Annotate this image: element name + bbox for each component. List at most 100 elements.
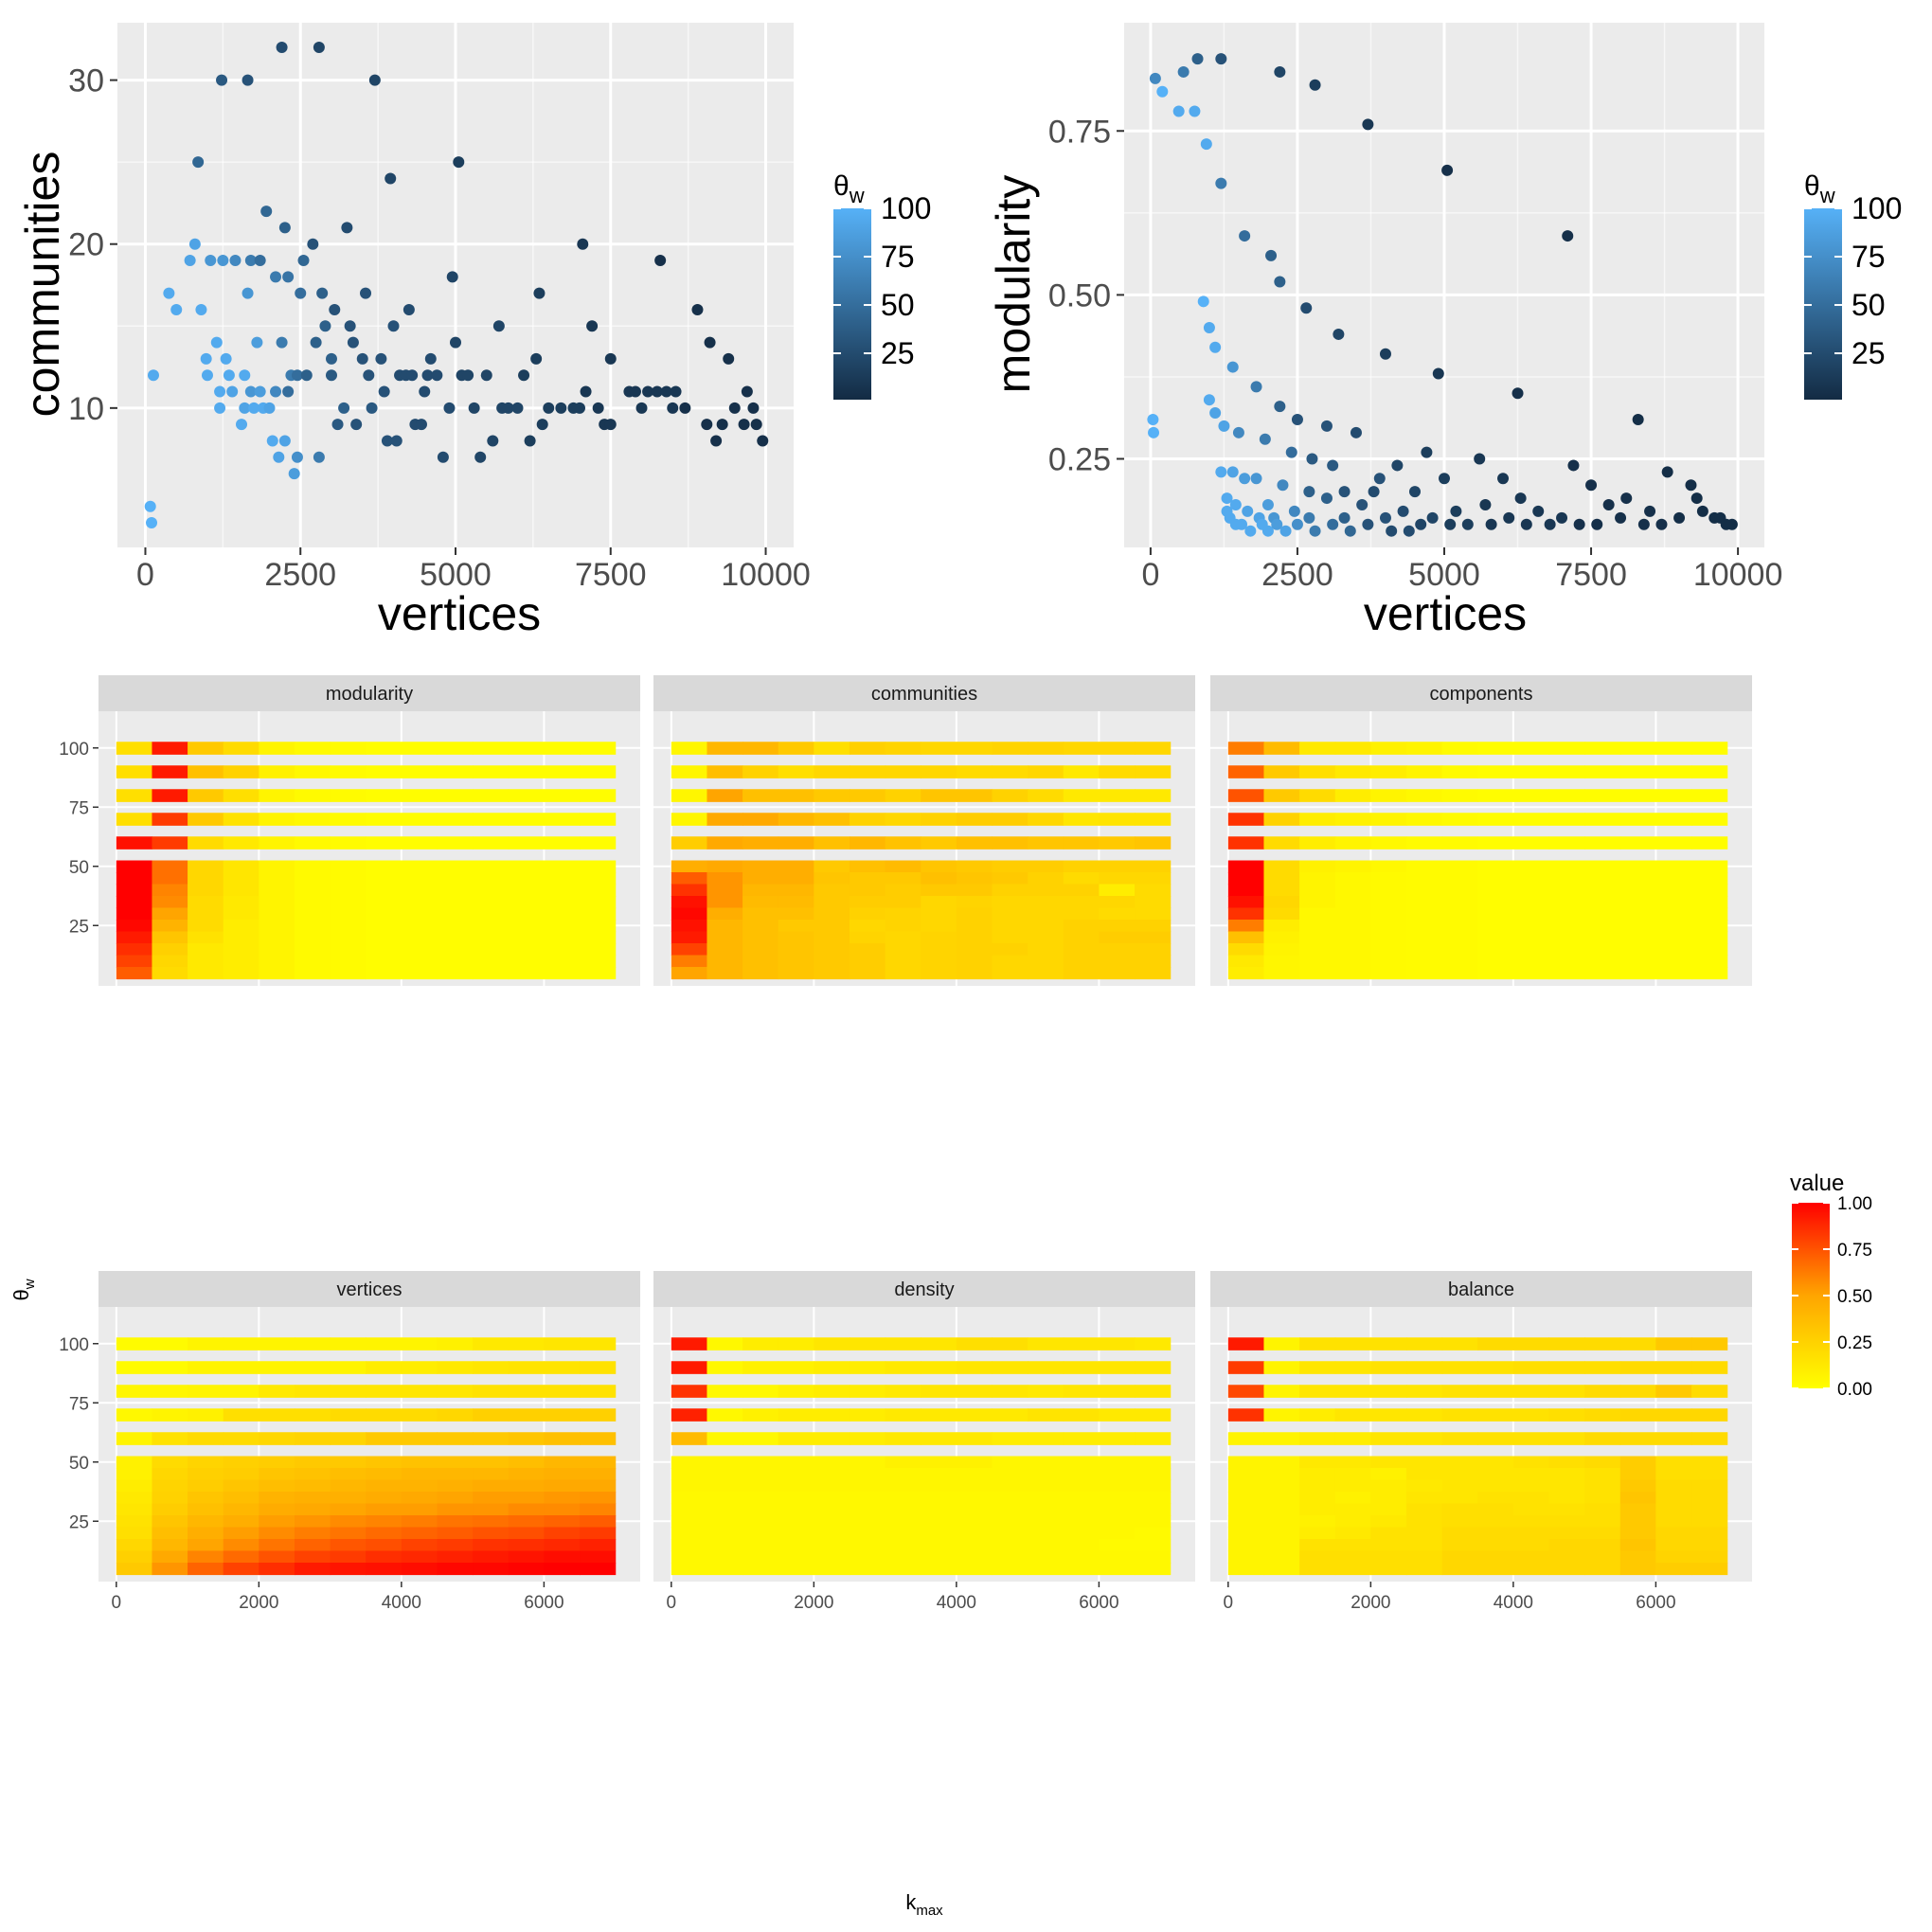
heatmap-tile <box>671 1492 708 1505</box>
heatmap-tile <box>152 931 188 944</box>
heatmap-tile <box>188 836 224 850</box>
heatmap-tile <box>1063 1539 1100 1552</box>
heatmap-tile <box>1441 1385 1478 1398</box>
heatmap-tile <box>1299 742 1336 755</box>
heatmap-tile <box>259 1456 295 1469</box>
heatmap-tile <box>1655 813 1692 826</box>
heatmap-tile <box>544 836 581 850</box>
heatmap-tile <box>1655 967 1692 980</box>
heatmap-tile <box>778 1385 814 1398</box>
heatmap-tile <box>1619 1337 1656 1351</box>
heatmap-tile <box>330 1515 367 1529</box>
heatmap-tile <box>437 1337 474 1351</box>
heatmap-tile <box>1135 907 1172 921</box>
heatmap-tile <box>1263 943 1300 957</box>
heatmap-tile <box>366 1563 402 1576</box>
heatmap-tile <box>707 872 743 886</box>
heatmap-tile <box>473 1337 510 1351</box>
data-point <box>1685 479 1697 492</box>
data-point <box>1274 276 1286 288</box>
data-point <box>254 255 266 267</box>
heatmap-tile <box>366 920 402 933</box>
heatmap-tile <box>1334 884 1371 897</box>
heatmap-tile <box>707 1503 743 1516</box>
heatmap-tile <box>330 1432 367 1445</box>
heatmap-tile <box>1584 789 1621 802</box>
heatmap-tile <box>707 1550 743 1564</box>
heatmap-tile <box>814 1550 850 1564</box>
heatmap-tile <box>401 1539 438 1552</box>
heatmap-tile <box>814 1337 850 1351</box>
scatter-modularity-y-label: modularity <box>987 175 1040 394</box>
data-point <box>291 369 303 382</box>
data-point <box>1421 446 1433 458</box>
data-point <box>1221 492 1233 505</box>
heatmap-tile <box>330 1550 367 1564</box>
scatter-modularity-chart: 0 2500 5000 7500 10000 0.250.500.75 vertices… <box>987 23 1782 640</box>
heatmap-tile <box>330 1563 367 1576</box>
heatmap-tile <box>814 742 850 755</box>
data-point <box>1673 511 1686 524</box>
data-point <box>642 385 654 398</box>
heatmap-tile <box>366 742 402 755</box>
heatmap-tile <box>437 836 474 850</box>
heatmap-tile <box>1334 1479 1371 1493</box>
heatmap-tile <box>1063 872 1100 886</box>
heatmap-tile <box>1584 836 1621 850</box>
heatmap-tile <box>330 907 367 921</box>
heatmap-tile <box>921 955 957 968</box>
heatmap-x-tick-label: 4000 <box>937 1593 976 1613</box>
heatmap-tile <box>544 1492 581 1505</box>
data-point <box>1277 479 1289 492</box>
heatmap-tile <box>956 872 993 886</box>
heatmap-tile <box>814 943 850 957</box>
heatmap-tile <box>508 931 545 944</box>
heatmap-tile <box>259 1432 295 1445</box>
heatmap-tile <box>116 1385 153 1398</box>
heatmap-tile <box>508 813 545 826</box>
heatmap-tile <box>1548 813 1585 826</box>
heatmap-tile <box>1691 1456 1728 1469</box>
heatmap-tile <box>473 884 510 897</box>
heatmap-tile <box>1099 1385 1136 1398</box>
heatmap-tile <box>188 1515 224 1529</box>
heatmap-tile <box>1441 789 1478 802</box>
heatmap-tile <box>1512 1550 1550 1564</box>
heatmap-tile <box>580 1503 617 1516</box>
heatmap-tile <box>1548 1385 1585 1398</box>
heatmap-tile <box>152 1337 188 1351</box>
heatmap-tile <box>1263 860 1300 873</box>
heatmap-tile <box>1227 1337 1265 1351</box>
heatmap-tile <box>1477 765 1514 778</box>
heatmap-tile <box>992 765 1029 778</box>
heatmap-tile <box>1334 1550 1371 1564</box>
heatmap-tile <box>294 813 331 826</box>
heatmap-y-label-main: θ <box>9 1289 33 1300</box>
heatmap-tile <box>1477 931 1514 944</box>
heatmap-tile <box>1405 836 1443 850</box>
heatmap-tile <box>1619 1527 1656 1540</box>
heatmap-tile <box>259 1563 295 1576</box>
heatmap-tile <box>1619 884 1656 897</box>
heatmap-tile <box>742 1492 779 1505</box>
heatmap-tile <box>849 1539 886 1552</box>
heatmap-tile <box>707 1361 743 1374</box>
heatmap-tile <box>544 1527 581 1540</box>
heatmap-tile <box>1441 1550 1478 1564</box>
heatmap-tile <box>330 1527 367 1540</box>
legend-tick-label: 50 <box>1852 288 1886 322</box>
heatmap-tile <box>1548 884 1585 897</box>
heatmap-tile <box>223 789 259 802</box>
heatmap-tile <box>814 1539 850 1552</box>
heatmap-y-tick-label: 25 <box>69 917 89 937</box>
heatmap-tile <box>259 967 295 980</box>
heatmap-tile <box>1619 1492 1656 1505</box>
heatmap-tile <box>1299 1550 1336 1564</box>
heatmap-tile <box>188 789 224 802</box>
heatmap-tile <box>814 955 850 968</box>
heatmap-tile <box>1477 884 1514 897</box>
heatmap-tile <box>1584 1361 1621 1374</box>
heatmap-tile <box>1299 872 1336 886</box>
